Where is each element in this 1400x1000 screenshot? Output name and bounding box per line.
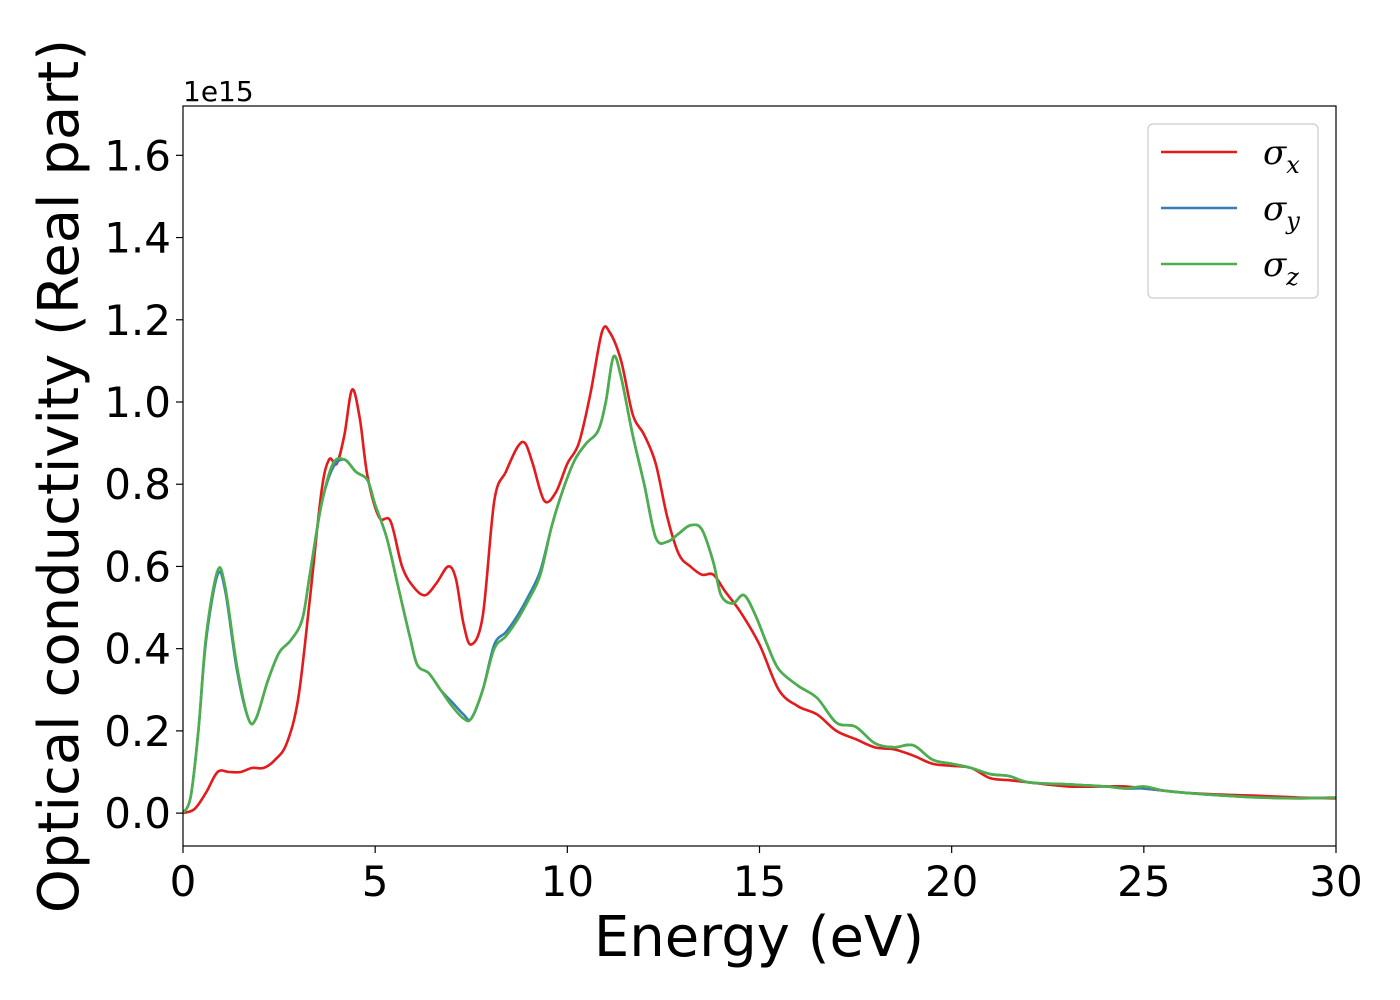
x-tick-label: 30 bbox=[1309, 857, 1362, 906]
legend-label-z: σz bbox=[1263, 245, 1299, 291]
x-axis-title: Energy (eV) bbox=[594, 905, 924, 970]
x-tick-label: 5 bbox=[362, 857, 389, 906]
legend-label-y: σy bbox=[1263, 189, 1300, 235]
legend-label-x: σx bbox=[1263, 133, 1300, 179]
series-line-x bbox=[183, 325, 1336, 815]
y-tick-label: 1.2 bbox=[104, 296, 171, 345]
y-tick-label: 0.8 bbox=[104, 460, 171, 509]
y-tick-label: 0.0 bbox=[104, 789, 171, 838]
y-tick-label: 1.0 bbox=[104, 378, 171, 427]
y-tick-label: 1.6 bbox=[104, 131, 171, 180]
legend-box bbox=[1147, 123, 1319, 299]
y-axis-title: Optical conductivity (Real part) bbox=[27, 39, 92, 913]
y-tick-label: 0.6 bbox=[104, 542, 171, 591]
legend: σx σy σz bbox=[1147, 123, 1319, 299]
x-tick-label: 20 bbox=[925, 857, 978, 906]
x-tick-label: 10 bbox=[541, 857, 594, 906]
y-tick-label: 0.4 bbox=[104, 625, 171, 674]
series-line-z bbox=[183, 354, 1336, 815]
x-tick-label: 15 bbox=[733, 857, 786, 906]
y-tick-label: 1.4 bbox=[104, 214, 171, 263]
plot-area bbox=[183, 325, 1336, 815]
x-tick-label: 0 bbox=[170, 857, 197, 906]
axes: 0 5 10 15 20 25 30 0.0 0.2 0.4 0.6 0.8 1.0 1.2 1.4 1.6 bbox=[104, 105, 1363, 906]
x-tick-label: 25 bbox=[1117, 857, 1170, 906]
y-axis-offset-text: 1e15 bbox=[183, 75, 254, 108]
y-tick-label: 0.2 bbox=[104, 707, 171, 756]
